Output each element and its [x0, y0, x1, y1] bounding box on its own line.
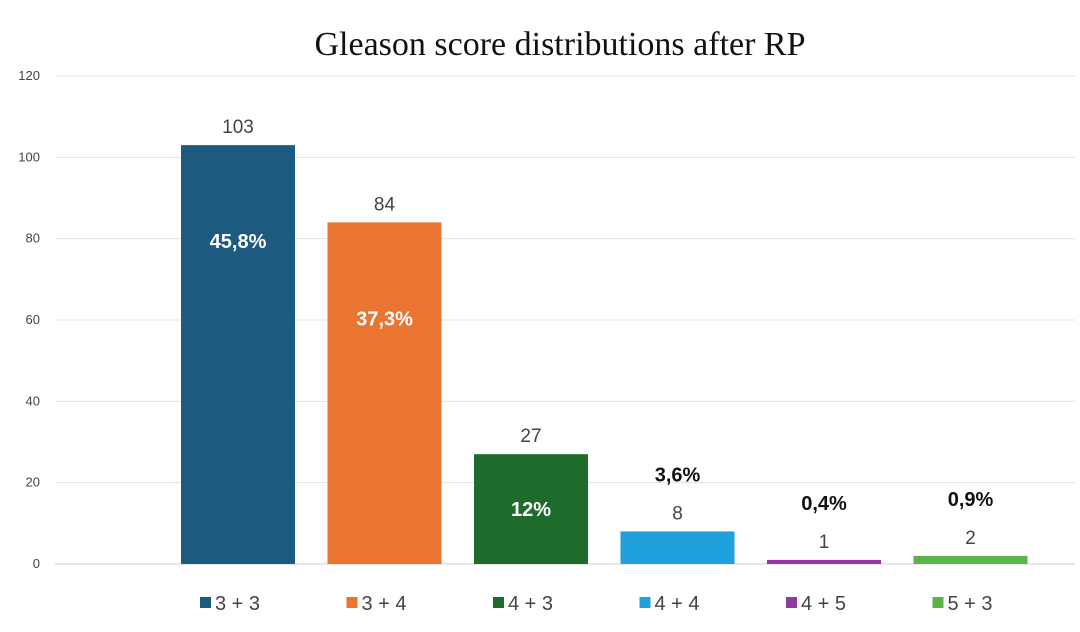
legend-label: 3 + 3: [215, 593, 260, 615]
legend-item: 5 + 3: [932, 593, 993, 615]
bar-percent-label: 45,8%: [210, 231, 267, 253]
bar-percent-label: 0,9%: [948, 489, 994, 511]
legend-label: 5 + 3: [948, 593, 993, 615]
y-tick-label: 20: [26, 475, 40, 490]
chart-title: Gleason score distributions after RP: [314, 26, 805, 63]
legend-item: 3 + 3: [200, 593, 260, 615]
legend-label: 4 + 3: [508, 593, 553, 615]
y-axis-ticks: 0 20 40 60 80 100 120: [18, 68, 40, 571]
bar: [620, 531, 735, 564]
legend-item: 4 + 4: [639, 593, 700, 615]
legend-swatch: [786, 597, 797, 608]
bar-percent-label: 37,3%: [356, 308, 413, 330]
bar-value-label: 27: [520, 426, 541, 447]
legend-label: 3 + 4: [362, 593, 407, 615]
bar: [474, 454, 588, 564]
bars: [181, 145, 1028, 564]
legend-swatch: [346, 597, 358, 608]
legend-swatch: [200, 597, 211, 608]
bar: [767, 559, 881, 564]
bar-value-label: 2: [965, 528, 976, 549]
legend-swatch: [932, 597, 944, 608]
legend-item: 4 + 5: [786, 593, 846, 615]
bar: [181, 145, 295, 564]
bar-value-label: 84: [374, 194, 396, 215]
bar-value-label: 8: [672, 503, 683, 524]
data-labels: 103 45,8% 84 37,3% 27 12% 8 3,6% 1 0,4% 2 0,9%: [210, 117, 994, 553]
y-tick-label: 100: [18, 149, 40, 164]
legend-label: 4 + 4: [655, 593, 700, 615]
y-tick-label: 80: [26, 231, 40, 246]
bar: [913, 555, 1028, 564]
bar-value-label: 103: [222, 117, 254, 138]
y-tick-label: 0: [33, 556, 40, 571]
bar-percent-label: 0,4%: [801, 493, 847, 515]
bar-percent-label: 12%: [511, 499, 551, 521]
bar: [327, 222, 442, 564]
legend-swatch: [493, 597, 504, 608]
legend: 3 + 3 3 + 4 4 + 3 4 + 4 4 + 5 5 + 3: [200, 593, 993, 615]
legend-label: 4 + 5: [801, 593, 846, 615]
y-tick-label: 60: [26, 312, 40, 327]
y-tick-label: 40: [26, 393, 40, 408]
bar-percent-label: 3,6%: [655, 464, 701, 486]
legend-swatch: [639, 597, 651, 608]
y-tick-label: 120: [18, 68, 40, 83]
legend-item: 4 + 3: [493, 593, 553, 615]
bar-value-label: 1: [819, 532, 830, 553]
legend-item: 3 + 4: [346, 593, 407, 615]
